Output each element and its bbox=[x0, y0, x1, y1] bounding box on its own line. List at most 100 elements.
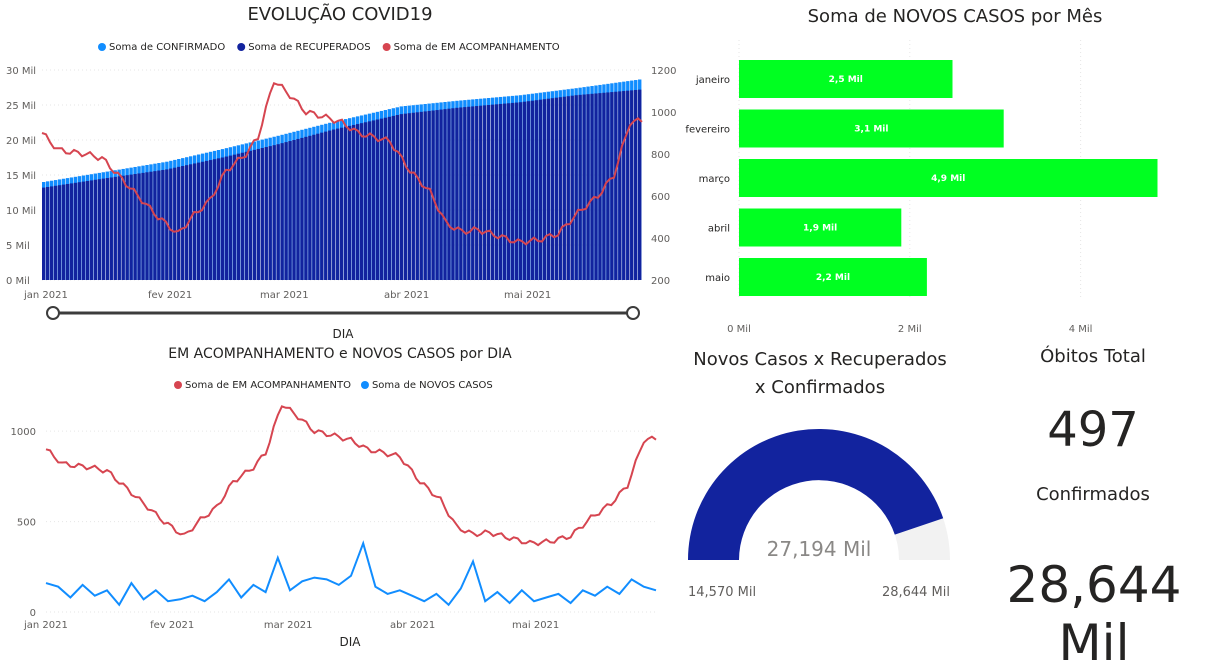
recuperados-bar bbox=[435, 110, 439, 280]
recuperados-bar bbox=[69, 183, 74, 280]
recuperados-bar bbox=[634, 89, 638, 280]
recuperados-bar bbox=[268, 146, 272, 280]
recuperados-bar bbox=[367, 121, 372, 280]
recuperados-bar bbox=[566, 96, 570, 280]
recuperados-bar bbox=[399, 114, 403, 280]
recuperados-bar bbox=[375, 119, 380, 280]
legend-marker bbox=[360, 381, 369, 389]
gauge-min-label: 14,570 Mil bbox=[688, 585, 756, 600]
recuperados-bar bbox=[455, 107, 459, 280]
recuperados-bar bbox=[77, 182, 82, 280]
recuperados-bar bbox=[204, 160, 209, 280]
y-left-tick-label: 0 Mil bbox=[6, 276, 30, 287]
novos-casos-line bbox=[45, 540, 657, 607]
legend-label: Soma de NOVOS CASOS bbox=[372, 380, 493, 391]
recuperados-bar bbox=[276, 144, 280, 280]
recuperados-bar bbox=[538, 99, 543, 280]
recuperados-bar bbox=[530, 100, 535, 280]
recuperados-bar bbox=[403, 113, 407, 281]
legend-label: Soma de EM ACOMPANHAMENTO bbox=[394, 42, 560, 53]
recuperados-bar bbox=[173, 167, 177, 280]
category-label: abril bbox=[708, 224, 730, 235]
date-slider-start-handle[interactable] bbox=[46, 306, 60, 320]
recuperados-bar bbox=[196, 162, 201, 280]
recuperados-bar bbox=[463, 107, 467, 280]
recuperados-bar bbox=[101, 178, 105, 280]
recuperados-bar bbox=[491, 104, 495, 281]
recuperados-bar bbox=[232, 154, 237, 280]
recuperados-bar bbox=[487, 105, 491, 280]
recuperados-bar bbox=[451, 108, 455, 280]
recuperados-bar bbox=[443, 109, 447, 281]
recuperados-bar bbox=[212, 159, 217, 280]
category-label: janeiro bbox=[695, 75, 730, 86]
legend-label: Soma de RECUPERADOS bbox=[248, 42, 370, 53]
y-left-tick-label: 30 Mil bbox=[6, 66, 36, 77]
data-label: 1,9 Mil bbox=[803, 224, 837, 234]
recuperados-bar bbox=[439, 109, 443, 280]
recuperados-bar bbox=[240, 152, 245, 280]
recuperados-bar bbox=[312, 134, 316, 280]
recuperados-bar bbox=[626, 90, 630, 281]
recuperados-bar bbox=[208, 160, 213, 280]
gauge-title-line1: Novos Casos x Recuperados bbox=[693, 349, 947, 370]
recuperados-bar bbox=[296, 138, 300, 280]
recuperados-bar bbox=[363, 122, 368, 280]
recuperados-bar bbox=[320, 132, 324, 280]
recuperados-bar bbox=[85, 181, 90, 280]
recuperados-bar bbox=[113, 176, 117, 280]
recuperados-bar bbox=[359, 123, 364, 280]
legend-label: Soma de EM ACOMPANHAMENTO bbox=[185, 380, 351, 391]
recuperados-bar bbox=[244, 151, 249, 280]
recuperados-bar bbox=[129, 174, 133, 280]
month-bar bbox=[739, 109, 1004, 148]
recuperados-bar bbox=[594, 93, 598, 281]
gauge-value-label: 27,194 Mil bbox=[767, 537, 872, 561]
confirmados-value: 28,644 Mil bbox=[1006, 556, 1182, 672]
recuperados-bar bbox=[228, 155, 233, 280]
recuperados-bar bbox=[145, 172, 149, 280]
recuperados-bar bbox=[308, 135, 312, 280]
recuperados-bar bbox=[479, 105, 483, 280]
recuperados-bar bbox=[117, 176, 121, 280]
recuperados-bar bbox=[510, 102, 515, 281]
recuperados-bar bbox=[494, 104, 499, 280]
gauge-title-line2: x Confirmados bbox=[754, 377, 886, 398]
recuperados-bar bbox=[133, 174, 137, 280]
recuperados-bar bbox=[61, 184, 66, 280]
x-tick-label: 2 Mil bbox=[898, 324, 922, 335]
data-label: 2,2 Mil bbox=[816, 273, 850, 283]
recuperados-bar bbox=[475, 106, 479, 280]
gauge-fill bbox=[688, 428, 944, 560]
recuperados-bar bbox=[220, 157, 225, 280]
obitos-value: 497 bbox=[1047, 402, 1139, 458]
category-label: março bbox=[699, 174, 730, 185]
gauge-title: Novos Casos x Recuperados x Confirmados bbox=[680, 346, 960, 402]
novos-casos-mes-chart: 0 Mil 2 Mil 4 Mil janeiro 2,5 Mil fevereiro 3,… bbox=[685, 40, 1158, 335]
y-tick-label: 1000 bbox=[11, 427, 36, 438]
recuperados-bar bbox=[562, 96, 566, 280]
recuperados-bar bbox=[351, 124, 356, 280]
obitos-title: Óbitos Total bbox=[1040, 346, 1146, 367]
x-tick-label: jan 2021 bbox=[23, 290, 68, 301]
recuperados-bar bbox=[502, 103, 507, 280]
recuperados-bar bbox=[498, 103, 503, 280]
data-label: 2,5 Mil bbox=[829, 75, 863, 85]
month-bar bbox=[739, 258, 927, 296]
y-left-tick-label: 15 Mil bbox=[6, 171, 36, 182]
gauge-chart: 27,194 Mil 14,570 Mil 28,644 Mil bbox=[688, 428, 950, 600]
recuperados-bar bbox=[137, 173, 141, 280]
recuperados-bar bbox=[89, 180, 94, 280]
recuperados-bar bbox=[638, 89, 642, 280]
acompanhamento-chart: Soma de EM ACOMPANHAMENTO Soma de NOVOS C… bbox=[11, 380, 657, 649]
y-right-tick-label: 600 bbox=[651, 192, 670, 203]
recuperados-bar bbox=[236, 153, 241, 280]
recuperados-bar bbox=[65, 184, 70, 280]
recuperados-bar bbox=[379, 118, 384, 280]
data-label: 3,1 Mil bbox=[854, 125, 888, 135]
recuperados-bar bbox=[355, 124, 360, 280]
recuperados-bar bbox=[169, 168, 173, 280]
date-slider-end-handle[interactable] bbox=[626, 306, 640, 320]
y-left-tick-label: 25 Mil bbox=[6, 101, 36, 112]
recuperados-bar bbox=[292, 140, 296, 280]
